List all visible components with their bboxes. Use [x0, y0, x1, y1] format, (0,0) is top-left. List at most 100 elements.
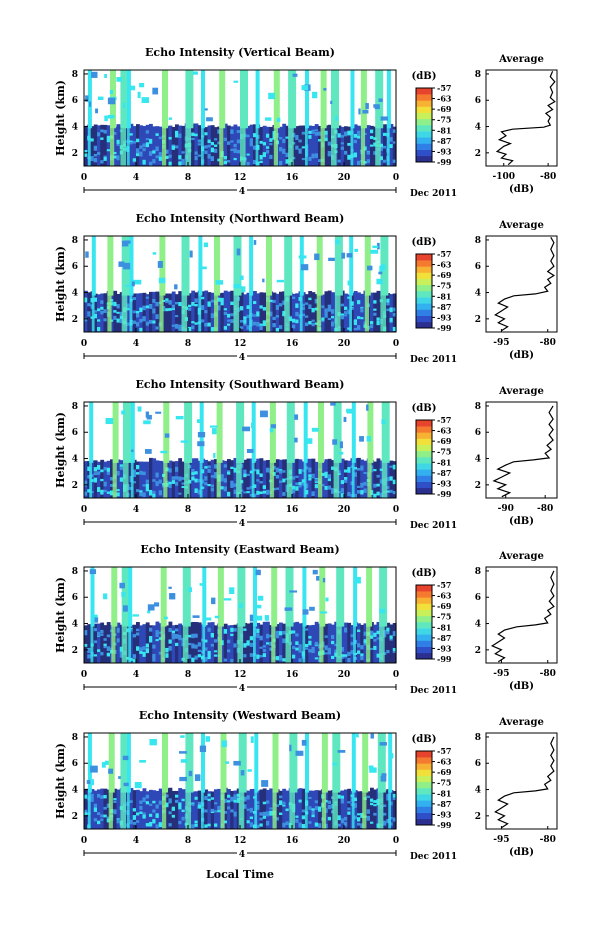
cloud-speckle [100, 137, 105, 140]
cloud-speckle [227, 313, 231, 318]
cloud-speckle [142, 813, 147, 819]
cloud-speckle [256, 490, 261, 495]
colorbar-tick-label: -93 [437, 478, 452, 488]
cloud-speckle [347, 296, 352, 299]
cloud-speckle [314, 800, 319, 804]
cloud-cell [269, 126, 274, 166]
heatmap-image [84, 733, 397, 830]
cloud-speckle [246, 305, 251, 309]
cloud-speckle [350, 641, 355, 646]
x-tick-label: 20 [338, 670, 351, 680]
cloud-speckle [243, 316, 248, 320]
cloud-speckle [175, 481, 179, 486]
cloud-speckle [139, 805, 144, 810]
echo-column [318, 402, 324, 463]
echo-patch [85, 95, 89, 102]
colorbar-segment [416, 788, 432, 795]
echo-column-lower [288, 127, 294, 166]
profile-line [492, 405, 554, 498]
profile-title: Average [498, 54, 544, 65]
echo-patch [253, 240, 257, 245]
cloud-speckle [376, 317, 381, 321]
echo-column [251, 402, 256, 463]
cloud-speckle [353, 815, 358, 820]
cloud-cell [223, 787, 228, 829]
profile-line [495, 71, 556, 166]
echo-column [123, 402, 131, 463]
profile-x-label: (dB) [509, 350, 534, 361]
echo-column-lower [334, 294, 341, 332]
cloud-speckle [275, 656, 280, 661]
profile-line [494, 236, 556, 332]
echo-patch [314, 253, 320, 261]
echo-column [130, 402, 135, 463]
cloud-cell [149, 789, 153, 829]
cloud-speckle [165, 653, 170, 658]
cloud-speckle [279, 160, 283, 166]
cloud-speckle [347, 492, 352, 497]
cloud-cell [324, 623, 329, 663]
cloud-speckle [227, 640, 231, 644]
cloud-cell [279, 622, 283, 663]
echo-patch [378, 271, 383, 275]
cloud-speckle [168, 627, 173, 633]
cloud-speckle [360, 812, 365, 818]
cloud-speckle [158, 631, 163, 634]
echo-column [237, 567, 246, 627]
cloud-speckle [259, 325, 264, 331]
cloud-speckle [275, 817, 280, 821]
profile-x-tick-label: -90 [498, 504, 514, 514]
echo-patch [215, 280, 224, 285]
cloud-cell [210, 292, 215, 332]
cloud-speckle [282, 638, 287, 644]
heatmap-image [84, 70, 397, 167]
echo-patch [174, 284, 178, 290]
cloud-speckle [331, 321, 335, 327]
echo-column-lower [238, 791, 245, 829]
echo-column-lower [316, 294, 321, 332]
echo-column [388, 733, 393, 793]
echo-column [319, 567, 326, 627]
cloud-speckle [227, 649, 231, 653]
cloud-cell [386, 293, 391, 332]
cloud-speckle [298, 822, 303, 828]
y-tick-label: 8 [72, 567, 78, 577]
profile-x-label: (dB) [509, 184, 534, 195]
cloud-speckle [295, 482, 300, 486]
cloud-cell [165, 126, 170, 166]
cloud-cell [191, 791, 196, 829]
colorbar-segment [416, 463, 432, 470]
cloud-speckle [383, 812, 387, 816]
cloud-speckle [204, 324, 209, 327]
x-tick-label: 12 [234, 505, 247, 515]
cloud-speckle [292, 324, 296, 329]
cloud-speckle [103, 489, 108, 493]
cloud-speckle [132, 140, 137, 144]
cloud-cell [262, 621, 267, 663]
cloud-speckle [178, 324, 183, 329]
cloud-speckle [97, 812, 101, 816]
cloud-speckle [334, 649, 339, 654]
echo-patch [247, 769, 252, 772]
echo-patch [122, 605, 128, 612]
cloud-speckle [308, 130, 313, 134]
echo-column-lower [331, 127, 337, 166]
cloud-speckle [149, 813, 153, 817]
cloud-speckle [171, 814, 176, 818]
colorbar-segment [416, 469, 432, 476]
cloud-speckle [165, 300, 170, 304]
cloud-speckle [155, 472, 160, 478]
cloud-speckle [370, 490, 374, 495]
echo-column-lower [360, 127, 366, 166]
cloud-speckle [84, 630, 88, 634]
echo-patch [238, 603, 243, 608]
cloud-speckle [253, 321, 257, 326]
cloud-speckle [194, 151, 199, 155]
x-tick-label: 0 [393, 339, 399, 349]
cloud-cell [210, 125, 215, 166]
echo-patch [118, 776, 121, 779]
cloud-speckle [145, 138, 150, 141]
cloud-speckle [357, 130, 361, 135]
cloud-speckle [295, 475, 300, 478]
cloud-speckle [119, 646, 124, 652]
